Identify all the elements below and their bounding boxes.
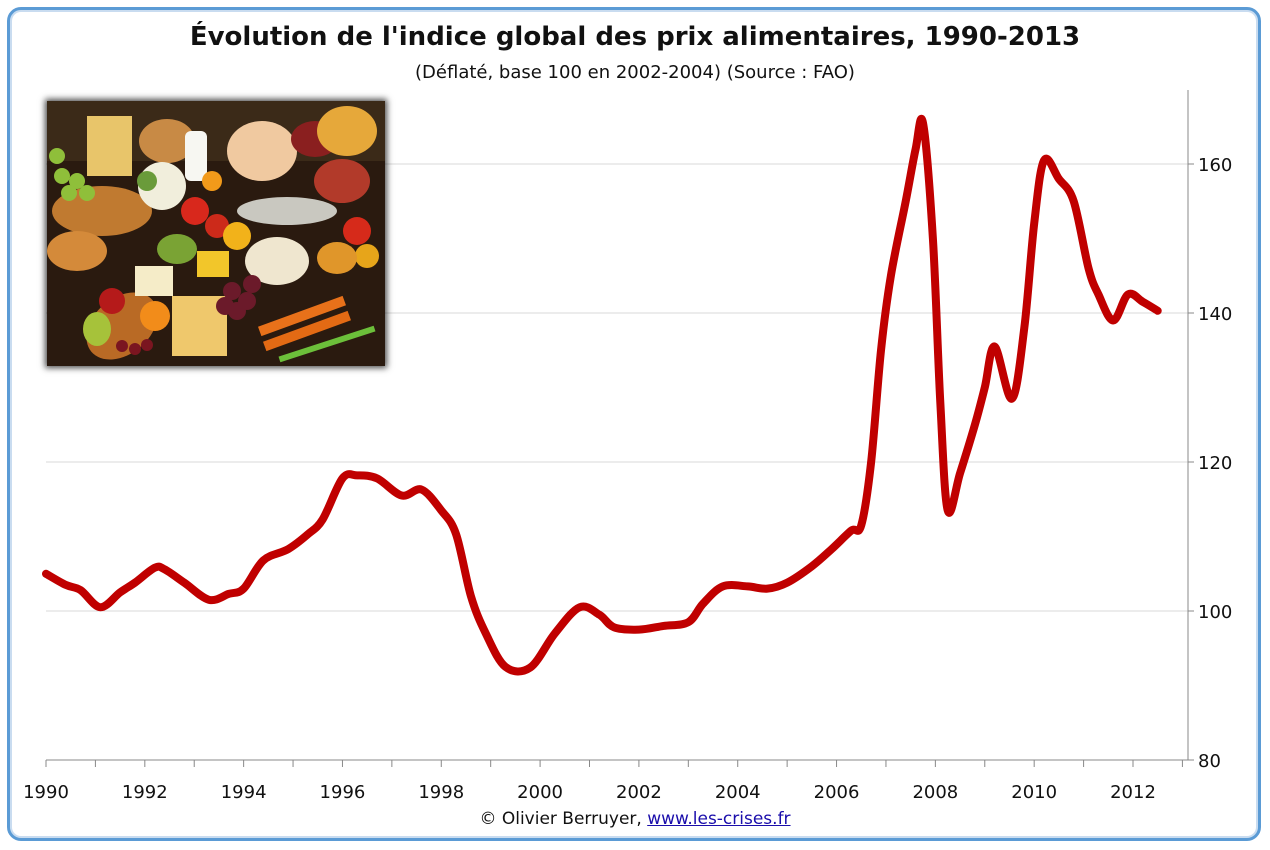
chart-title: Évolution de l'indice global des prix al… (189, 22, 1081, 52)
credit-line: © Olivier Berruyer, www.les-crises.fr (0, 809, 1270, 829)
chart-subtitle: (Déflaté, base 100 en 2002-2004) (Source… (415, 62, 855, 83)
y-tick-label: 160 (1198, 155, 1232, 176)
y-tick-label: 120 (1198, 453, 1232, 474)
x-tick-label: 1998 (418, 782, 464, 803)
series-line (42, 114, 1162, 676)
x-tick-label: 1990 (23, 782, 69, 803)
y-tick-label: 100 (1198, 602, 1232, 623)
x-tick-label: 2008 (912, 782, 958, 803)
x-tick-label: 2006 (814, 782, 860, 803)
x-tick-label: 1994 (221, 782, 267, 803)
food-assortment-photo (47, 101, 385, 366)
x-tick-label: 2000 (517, 782, 563, 803)
series-layer (42, 114, 1162, 676)
x-axis-ticks: 1990 1992 1994 1996 1998 2000 2002 2004 2006 2008… (23, 760, 1183, 803)
x-tick-label: 2002 (616, 782, 662, 803)
credit-author: © Olivier Berruyer, (479, 809, 648, 829)
y-tick-label: 140 (1198, 304, 1232, 325)
x-tick-label: 2004 (715, 782, 761, 803)
x-tick-label: 1992 (122, 782, 168, 803)
y-tick-label: 80 (1198, 751, 1221, 772)
y-axis-ticks: 80 100 120 140 160 (1188, 155, 1232, 772)
x-tick-label: 1996 (320, 782, 366, 803)
axes (46, 90, 1189, 761)
x-tick-label: 2012 (1110, 782, 1156, 803)
credit-link[interactable]: www.les-crises.fr (647, 809, 791, 829)
x-tick-label: 2010 (1011, 782, 1057, 803)
